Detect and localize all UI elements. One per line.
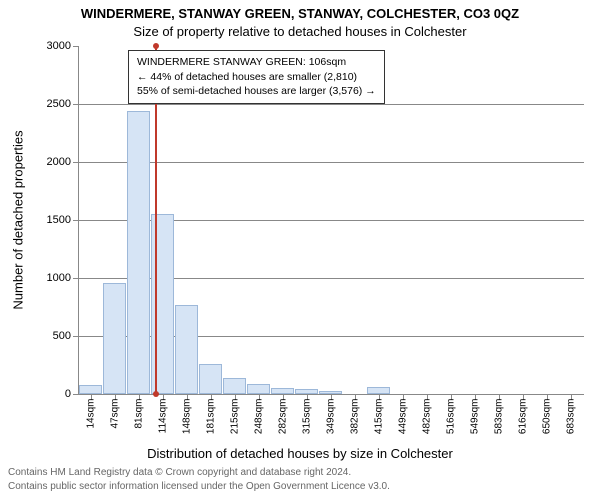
info-line-3: 55% of semi-detached houses are larger (… <box>137 84 376 99</box>
copyright-notice: Contains HM Land Registry data © Crown c… <box>8 466 592 493</box>
x-tick-label: 215sqm <box>229 399 240 435</box>
x-tick-label: 148sqm <box>181 399 192 435</box>
x-tick-label: 248sqm <box>253 399 264 435</box>
x-tick-label: 114sqm <box>157 399 168 434</box>
x-tick-label: 14sqm <box>85 399 96 429</box>
y-tick-label: 1000 <box>47 272 79 284</box>
histogram-bar <box>175 305 198 394</box>
x-tick-label: 181sqm <box>205 399 216 435</box>
y-tick-label: 500 <box>53 330 79 342</box>
copyright-line-2: Contains public sector information licen… <box>8 480 592 494</box>
histogram-bar <box>199 364 222 394</box>
histogram-bar <box>127 111 150 394</box>
x-tick-label: 415sqm <box>373 399 384 435</box>
y-tick-label: 1500 <box>47 214 79 226</box>
x-axis-label: Distribution of detached houses by size … <box>0 446 600 461</box>
y-axis-label: Number of detached properties <box>11 130 26 309</box>
x-tick-label: 47sqm <box>109 399 120 429</box>
y-tick-label: 2000 <box>47 156 79 168</box>
chart-title: WINDERMERE, STANWAY GREEN, STANWAY, COLC… <box>0 6 600 21</box>
info-line-2: ← 44% of detached houses are smaller (2,… <box>137 70 376 85</box>
x-tick-label: 683sqm <box>565 399 576 435</box>
y-tick-label: 2500 <box>47 98 79 110</box>
histogram-bar <box>223 378 246 394</box>
histogram-bar <box>367 387 390 394</box>
x-tick-label: 549sqm <box>469 399 480 435</box>
x-tick-label: 81sqm <box>133 399 144 429</box>
x-tick-label: 650sqm <box>541 399 552 435</box>
x-tick-label: 349sqm <box>325 399 336 435</box>
histogram-bar <box>247 384 270 394</box>
histogram-bar <box>103 283 126 394</box>
x-tick-label: 482sqm <box>421 399 432 435</box>
y-tick-label: 3000 <box>47 40 79 52</box>
copyright-line-1: Contains HM Land Registry data © Crown c… <box>8 466 592 480</box>
histogram-bar <box>79 385 102 394</box>
x-tick-label: 382sqm <box>349 399 360 435</box>
x-tick-label: 616sqm <box>517 399 528 435</box>
x-tick-label: 282sqm <box>277 399 288 435</box>
x-tick-label: 315sqm <box>301 399 312 435</box>
y-tick-label: 0 <box>65 388 79 400</box>
histogram-bar <box>151 214 174 394</box>
x-tick-label: 516sqm <box>445 399 456 435</box>
chart-subtitle: Size of property relative to detached ho… <box>0 24 600 39</box>
x-tick-label: 583sqm <box>493 399 504 435</box>
info-box: WINDERMERE STANWAY GREEN: 106sqm ← 44% o… <box>128 50 385 104</box>
x-tick-label: 449sqm <box>397 399 408 435</box>
info-line-1: WINDERMERE STANWAY GREEN: 106sqm <box>137 55 376 70</box>
